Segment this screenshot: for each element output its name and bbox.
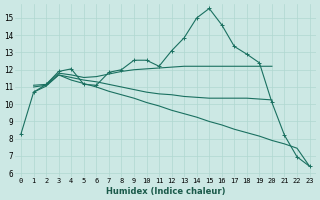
X-axis label: Humidex (Indice chaleur): Humidex (Indice chaleur) xyxy=(106,187,225,196)
